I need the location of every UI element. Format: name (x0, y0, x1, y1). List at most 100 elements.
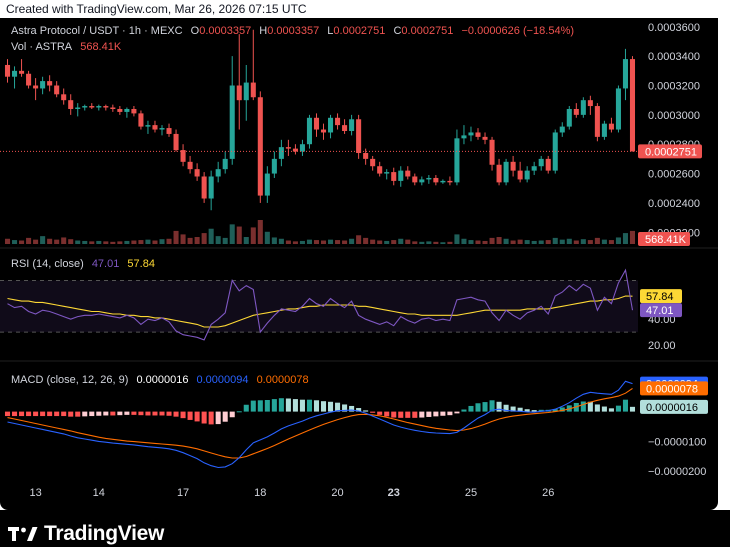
macd-histogram-bar (61, 411, 67, 417)
candle (250, 82, 256, 98)
macd-signal-badge-label: 0.0000078 (646, 383, 698, 395)
time-axis-tick: 23 (388, 487, 400, 499)
volume-bar (391, 240, 397, 244)
candle (545, 158, 551, 171)
candle (377, 166, 383, 174)
candle (510, 161, 516, 171)
macd-histogram-bar (243, 404, 249, 412)
candle (89, 106, 95, 108)
candle (629, 59, 636, 152)
volume-bar (335, 240, 341, 244)
macd-histogram-bar (222, 411, 228, 422)
chart-area[interactable]: 0.0003600 0.0003400 0.0003200 0.0003000 0.00… (0, 18, 718, 510)
macd-hist-badge-label: 0.0000016 (646, 402, 698, 414)
change-value: −0.0000626 (−18.54%) (461, 25, 575, 37)
rsi-axis-tick: 40.00 (648, 314, 676, 326)
macd-histogram-bar (19, 411, 25, 417)
macd-histogram-bar (194, 411, 200, 422)
volume-bar (482, 240, 488, 244)
price-axis-tick: 0.0002600 (648, 169, 700, 181)
time-axis-tick: 18 (254, 487, 266, 499)
volume-bar (426, 241, 432, 244)
macd-histogram-bar (433, 411, 439, 417)
volume-bar (215, 236, 221, 244)
volume-bar (33, 239, 39, 244)
candle (356, 119, 362, 154)
volume-bar (313, 240, 320, 244)
volume-bar (447, 241, 453, 244)
macd-histogram-bar (159, 411, 165, 416)
volume-bar (194, 237, 200, 244)
close-label: C (393, 25, 402, 37)
volume-bar (180, 234, 186, 244)
candle (306, 117, 312, 145)
volume-bar (629, 230, 636, 244)
candle (517, 170, 523, 180)
volume-bar (363, 237, 369, 244)
tradingview-logo[interactable]: TradingView (8, 522, 164, 546)
volume-bar (531, 240, 537, 244)
macd-signal-value: 0.0000078 (256, 374, 309, 386)
macd-histogram-bar (601, 406, 607, 412)
volume-badge (638, 232, 690, 246)
volume-label: Vol · ASTRA (11, 41, 73, 53)
volume-bar (187, 237, 193, 244)
macd-histogram-bar (229, 411, 235, 418)
macd-histogram-bar (26, 411, 32, 417)
rsi-ma-line (7, 295, 633, 328)
macd-histogram-bar (250, 400, 256, 412)
macd-label[interactable]: MACD (close, 12, 26, 9) (11, 374, 129, 386)
volume-bar (566, 238, 572, 244)
volume-bar (152, 240, 158, 244)
volume-bar (103, 241, 109, 244)
macd-histogram-bar (33, 411, 39, 417)
candle (419, 179, 425, 183)
macd-histogram-bar (510, 406, 516, 412)
price-axis-tick: 0.0003400 (648, 51, 700, 63)
time-axis-tick: 26 (542, 487, 554, 499)
macd-axis-tick: −0.0000100 (648, 436, 706, 448)
open-label: O (190, 25, 200, 37)
candle (531, 166, 537, 171)
time-axis-tick: 17 (177, 487, 189, 499)
volume-bar (377, 240, 383, 244)
rsi-badge-label: 47.01 (646, 305, 674, 317)
volume-bar (82, 240, 88, 244)
candle (580, 100, 586, 115)
macd-line (7, 380, 633, 469)
rsi-label[interactable]: RSI (14, close) (11, 258, 84, 270)
macd-histogram-bar (531, 410, 537, 412)
macd-histogram-bar (152, 411, 158, 416)
symbol-label[interactable]: Astra Protocol / USDT · 1h · MEXC (11, 25, 183, 37)
caption-text: Created with TradingView.com, Mar 26, 20… (6, 2, 307, 16)
candle (608, 123, 614, 130)
volume-bar (68, 239, 74, 244)
volume-bar (138, 240, 144, 244)
macd-histogram-bar (54, 411, 60, 417)
volume-bar (461, 238, 467, 244)
candle (601, 123, 607, 137)
chart-canvas[interactable]: 0.0003600 0.0003400 0.0003200 0.0003000 0.00… (0, 18, 718, 510)
macd-histogram-bar (377, 411, 383, 415)
candle (131, 108, 137, 114)
volume-bar (587, 240, 593, 244)
candle (405, 170, 411, 177)
price-axis-tick: 0.0003200 (648, 81, 700, 93)
volume-bar (328, 239, 334, 244)
candle (412, 176, 418, 183)
volume-bar (405, 239, 411, 244)
macd-histogram-bar (349, 405, 355, 412)
tradingview-wordmark: TradingView (44, 522, 165, 545)
volume-bar (517, 239, 523, 244)
candle (433, 177, 439, 183)
candle (594, 106, 600, 137)
rsi-ma-badge-label: 57.84 (646, 291, 674, 303)
volume-bar (496, 237, 502, 244)
candle (222, 158, 228, 170)
volume-bar (552, 237, 558, 244)
macd-histogram-bar (236, 411, 242, 413)
volume-bar (489, 237, 495, 244)
time-axis-tick: 20 (331, 487, 343, 499)
volume-bar (257, 220, 263, 244)
